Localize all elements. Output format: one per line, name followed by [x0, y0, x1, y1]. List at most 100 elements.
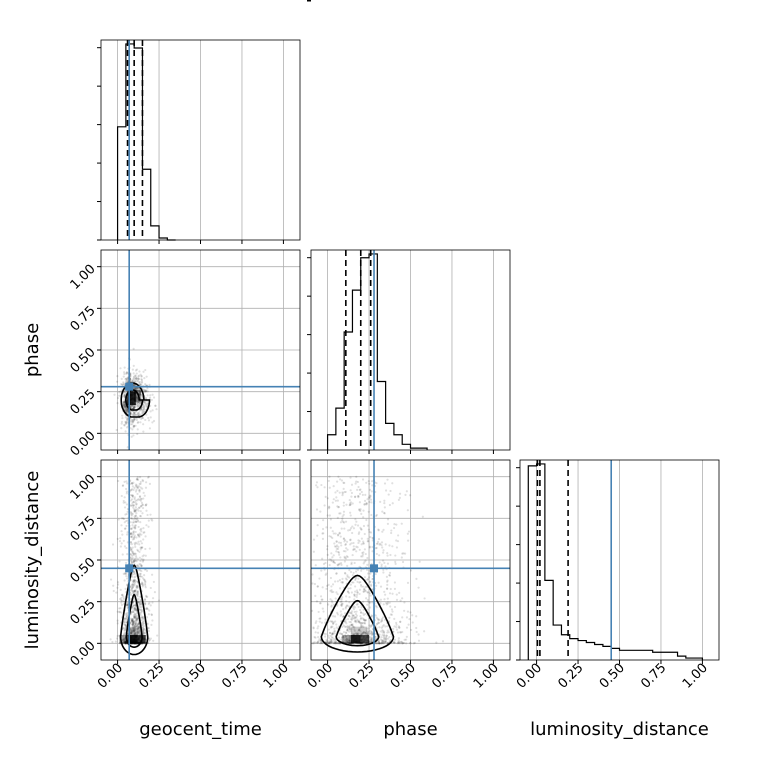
- sample-point: [381, 619, 384, 622]
- sample-point: [351, 531, 354, 535]
- sample-point: [132, 609, 135, 612]
- sample-point: [377, 537, 381, 541]
- sample-point: [381, 551, 385, 554]
- sample-point: [130, 435, 133, 438]
- sample-point: [406, 509, 409, 512]
- sample-point: [311, 573, 314, 576]
- sample-point: [136, 413, 139, 416]
- sample-point: [144, 554, 147, 557]
- sample-point: [134, 624, 137, 627]
- sample-point: [380, 626, 383, 629]
- sample-point: [383, 499, 386, 502]
- sample-point: [332, 638, 335, 641]
- sample-point: [339, 478, 342, 481]
- sample-point: [352, 606, 355, 609]
- sample-point: [388, 635, 391, 639]
- sample-point: [124, 416, 127, 419]
- sample-point: [146, 476, 150, 479]
- sample-point: [136, 477, 139, 480]
- sample-point: [329, 526, 332, 529]
- sample-point: [134, 616, 137, 620]
- sample-point: [349, 538, 352, 541]
- sample-point: [131, 624, 135, 627]
- sample-point: [355, 576, 358, 579]
- sample-point: [370, 480, 374, 483]
- sample-point: [336, 642, 339, 645]
- sample-point: [365, 629, 368, 633]
- sample-point: [135, 624, 138, 628]
- sample-point: [123, 527, 127, 530]
- x-axis-label-phase: phase: [383, 719, 437, 740]
- sample-point: [132, 554, 135, 557]
- sample-point: [377, 641, 381, 645]
- sample-point: [133, 525, 136, 529]
- sample-point: [354, 590, 357, 593]
- sample-point: [139, 611, 143, 614]
- sample-point: [376, 642, 379, 645]
- sample-point: [125, 379, 128, 383]
- sample-point: [361, 551, 364, 555]
- sample-point: [346, 574, 349, 577]
- sample-point: [399, 599, 402, 602]
- sample-point: [350, 623, 353, 627]
- sample-point: [132, 615, 136, 618]
- sample-point: [116, 583, 120, 586]
- sample-point: [315, 508, 319, 511]
- sample-point: [136, 478, 140, 481]
- sample-point: [134, 627, 137, 630]
- sample-point: [126, 604, 129, 607]
- sample-point: [140, 394, 144, 398]
- sample-point: [141, 480, 145, 483]
- sample-point: [329, 640, 332, 644]
- sample-point: [132, 627, 136, 630]
- sample-point: [123, 623, 127, 626]
- sample-point: [350, 491, 354, 495]
- sample-point: [356, 480, 359, 484]
- sample-point: [123, 641, 126, 644]
- sample-point: [132, 630, 136, 633]
- sample-point: [359, 580, 362, 584]
- sample-point: [366, 498, 369, 501]
- sample-point: [136, 421, 139, 424]
- sample-point: [382, 624, 385, 627]
- sample-point: [137, 601, 140, 604]
- sample-point: [379, 598, 382, 601]
- sample-point: [135, 619, 138, 622]
- sample-point: [359, 630, 362, 633]
- sample-point: [374, 572, 377, 576]
- sample-point: [136, 533, 140, 537]
- sample-point: [394, 560, 397, 563]
- sample-point: [377, 621, 381, 625]
- sample-point: [119, 367, 122, 370]
- sample-point: [363, 502, 366, 506]
- sample-point: [136, 627, 139, 631]
- sample-point: [142, 558, 145, 561]
- sample-point: [375, 616, 378, 619]
- sample-point: [138, 535, 141, 538]
- sample-point: [334, 597, 337, 600]
- sample-point: [314, 564, 317, 567]
- sample-point: [139, 602, 142, 605]
- sample-point: [133, 615, 136, 618]
- sample-point: [136, 623, 139, 626]
- sample-point: [133, 380, 136, 383]
- sample-point: [391, 482, 394, 485]
- sample-point: [140, 383, 143, 386]
- sample-point: [142, 409, 145, 412]
- sample-point: [144, 368, 147, 372]
- sample-point: [332, 621, 335, 624]
- sample-point: [134, 414, 137, 417]
- sample-point: [356, 618, 359, 621]
- sample-point: [138, 489, 141, 492]
- sample-point: [316, 585, 319, 588]
- sample-point: [349, 527, 353, 530]
- sample-point: [348, 502, 352, 505]
- sample-point: [340, 636, 344, 639]
- sample-point: [312, 627, 315, 630]
- sample-point: [386, 597, 389, 600]
- sample-point: [124, 430, 127, 433]
- sample-point: [132, 364, 135, 367]
- sample-point: [336, 564, 340, 567]
- sample-point: [141, 546, 144, 549]
- sample-point: [131, 407, 134, 410]
